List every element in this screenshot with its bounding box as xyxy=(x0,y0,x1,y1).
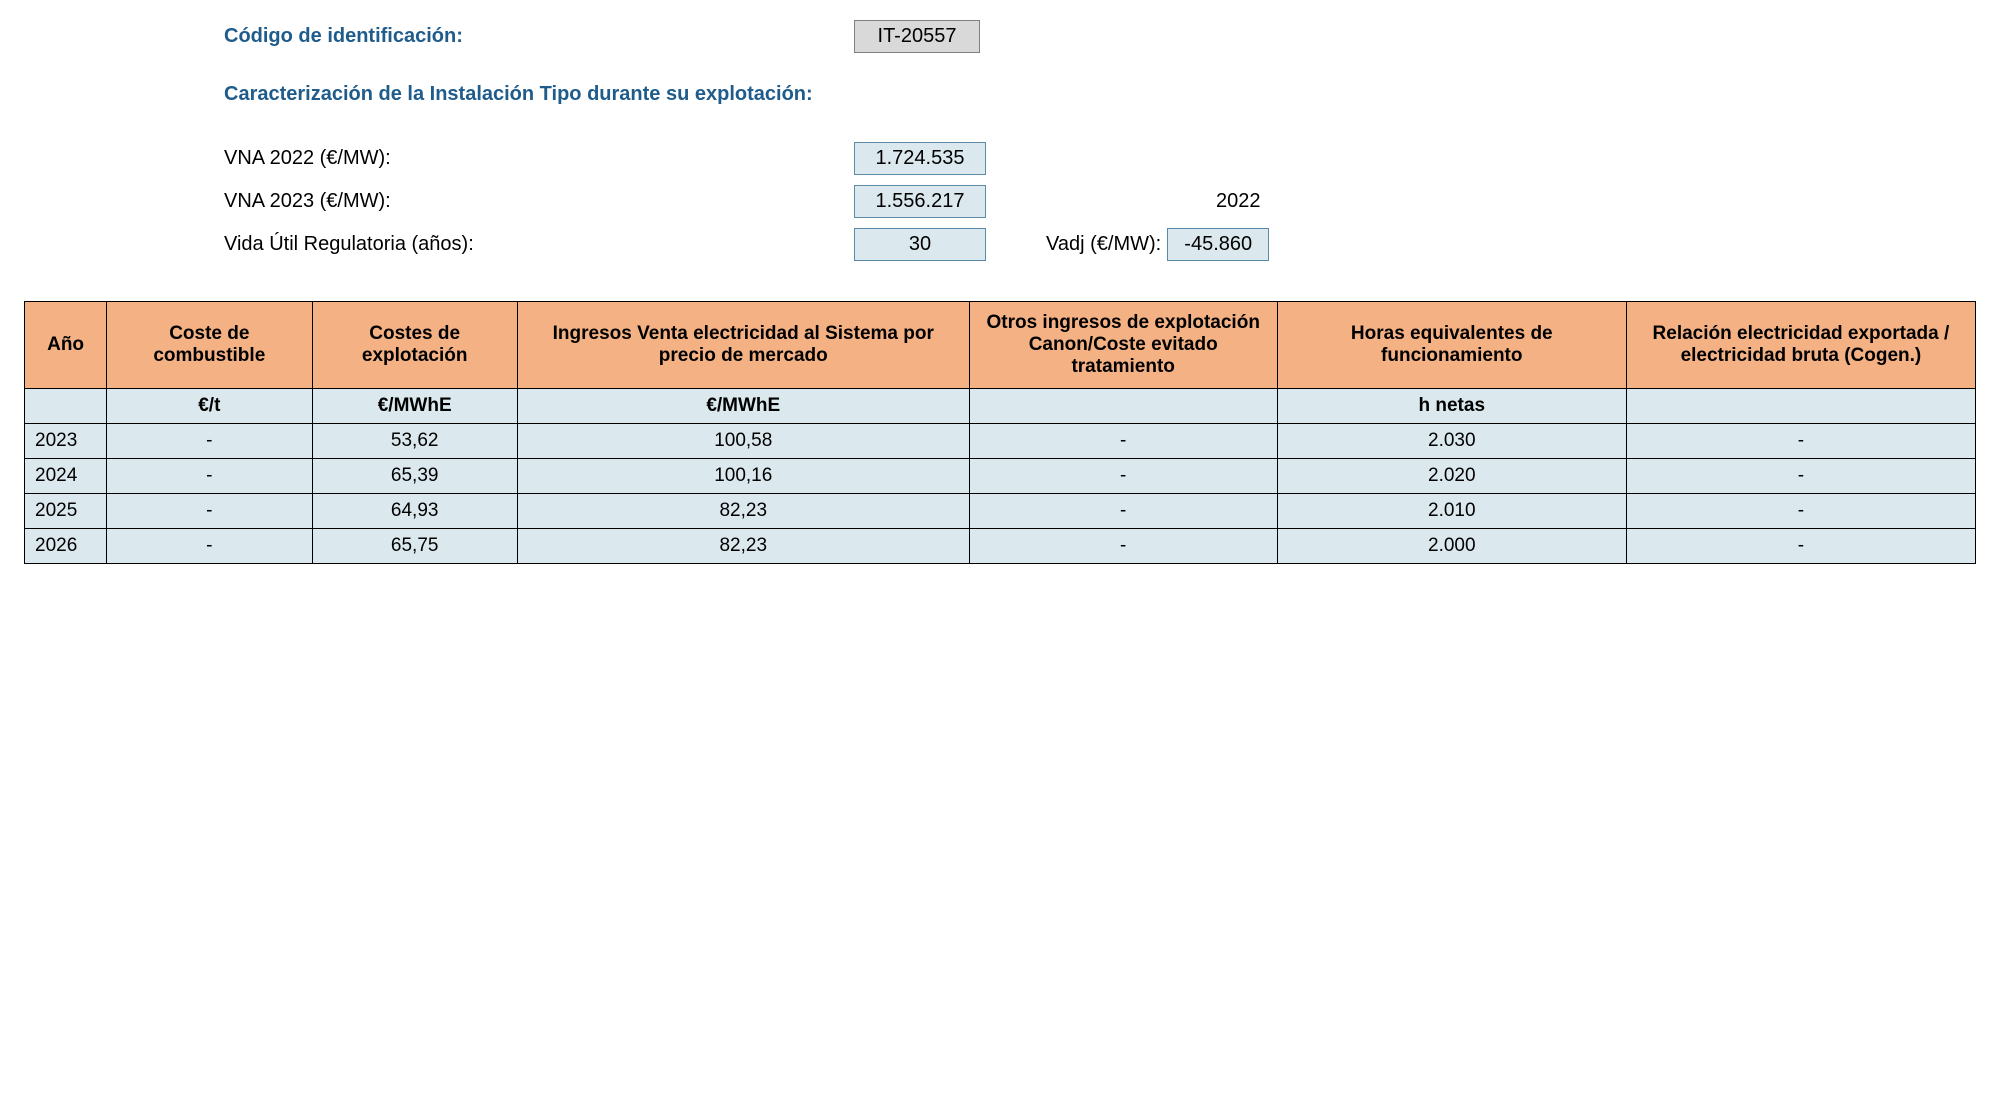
cell-ratio: - xyxy=(1626,494,1975,529)
cell-fuel: - xyxy=(107,529,312,564)
table-body: €/t €/MWhE €/MWhE h netas 2023 - 53,62 1… xyxy=(25,389,1976,564)
cell-fuel: - xyxy=(107,424,312,459)
unit-mkt: €/MWhE xyxy=(517,389,969,424)
id-value-box: IT-20557 xyxy=(854,20,980,53)
vadj-group: Vadj (€/MW): -45.860 xyxy=(1046,228,1269,261)
kv-row-vida-util: Vida Útil Regulatoria (años): 30 Vadj (€… xyxy=(224,228,1976,261)
cell-op: 53,62 xyxy=(312,424,517,459)
id-label: Código de identificación: xyxy=(224,25,854,48)
table-row: 2026 - 65,75 82,23 - 2.000 - xyxy=(25,529,1976,564)
cell-year: 2025 xyxy=(25,494,107,529)
vadj-value: -45.860 xyxy=(1167,228,1269,261)
kv-value: 1.556.217 xyxy=(854,185,986,218)
section-title: Caracterización de la Instalación Tipo d… xyxy=(224,83,1976,106)
header-block: Código de identificación: IT-20557 Carac… xyxy=(224,20,1976,261)
cell-ratio: - xyxy=(1626,424,1975,459)
cell-fuel: - xyxy=(107,459,312,494)
cell-hours: 2.020 xyxy=(1277,459,1626,494)
cell-other: - xyxy=(969,424,1277,459)
cell-other: - xyxy=(969,494,1277,529)
side-year: 2022 xyxy=(1216,190,1261,213)
table-row: 2023 - 53,62 100,58 - 2.030 - xyxy=(25,424,1976,459)
cell-other: - xyxy=(969,529,1277,564)
cell-hours: 2.000 xyxy=(1277,529,1626,564)
units-row: €/t €/MWhE €/MWhE h netas xyxy=(25,389,1976,424)
cell-year: 2023 xyxy=(25,424,107,459)
col-op: Costes de explotación xyxy=(312,302,517,389)
id-row: Código de identificación: IT-20557 xyxy=(224,20,1976,53)
cell-mkt: 82,23 xyxy=(517,494,969,529)
data-table: Año Coste de combustible Costes de explo… xyxy=(24,301,1976,564)
kv-label: VNA 2023 (€/MW): xyxy=(224,190,854,213)
col-mkt: Ingresos Venta electricidad al Sistema p… xyxy=(517,302,969,389)
unit-fuel: €/t xyxy=(107,389,312,424)
cell-op: 65,75 xyxy=(312,529,517,564)
col-fuel: Coste de combustible xyxy=(107,302,312,389)
table-head: Año Coste de combustible Costes de explo… xyxy=(25,302,1976,389)
kv-row-vna2022: VNA 2022 (€/MW): 1.724.535 xyxy=(224,142,1976,175)
cell-mkt: 100,58 xyxy=(517,424,969,459)
cell-other: - xyxy=(969,459,1277,494)
kv-row-vna2023: VNA 2023 (€/MW): 1.556.217 2022 xyxy=(224,185,1976,218)
kv-value: 30 xyxy=(854,228,986,261)
cell-year: 2024 xyxy=(25,459,107,494)
unit-ratio xyxy=(1626,389,1975,424)
cell-op: 64,93 xyxy=(312,494,517,529)
col-year: Año xyxy=(25,302,107,389)
table-row: 2024 - 65,39 100,16 - 2.020 - xyxy=(25,459,1976,494)
unit-year xyxy=(25,389,107,424)
cell-op: 65,39 xyxy=(312,459,517,494)
unit-op: €/MWhE xyxy=(312,389,517,424)
kv-label: VNA 2022 (€/MW): xyxy=(224,147,854,170)
kv-rows: VNA 2022 (€/MW): 1.724.535 VNA 2023 (€/M… xyxy=(224,142,1976,261)
col-hours: Horas equivalentes de funcionamiento xyxy=(1277,302,1626,389)
col-other: Otros ingresos de explotación Canon/Cost… xyxy=(969,302,1277,389)
kv-value: 1.724.535 xyxy=(854,142,986,175)
cell-ratio: - xyxy=(1626,459,1975,494)
cell-mkt: 100,16 xyxy=(517,459,969,494)
cell-year: 2026 xyxy=(25,529,107,564)
col-ratio: Relación electricidad exportada / electr… xyxy=(1626,302,1975,389)
cell-fuel: - xyxy=(107,494,312,529)
vadj-label: Vadj (€/MW): xyxy=(1046,233,1161,256)
cell-mkt: 82,23 xyxy=(517,529,969,564)
kv-label: Vida Útil Regulatoria (años): xyxy=(224,233,854,256)
table-row: 2025 - 64,93 82,23 - 2.010 - xyxy=(25,494,1976,529)
cell-hours: 2.010 xyxy=(1277,494,1626,529)
unit-hours: h netas xyxy=(1277,389,1626,424)
cell-hours: 2.030 xyxy=(1277,424,1626,459)
cell-ratio: - xyxy=(1626,529,1975,564)
unit-other xyxy=(969,389,1277,424)
header-row: Año Coste de combustible Costes de explo… xyxy=(25,302,1976,389)
